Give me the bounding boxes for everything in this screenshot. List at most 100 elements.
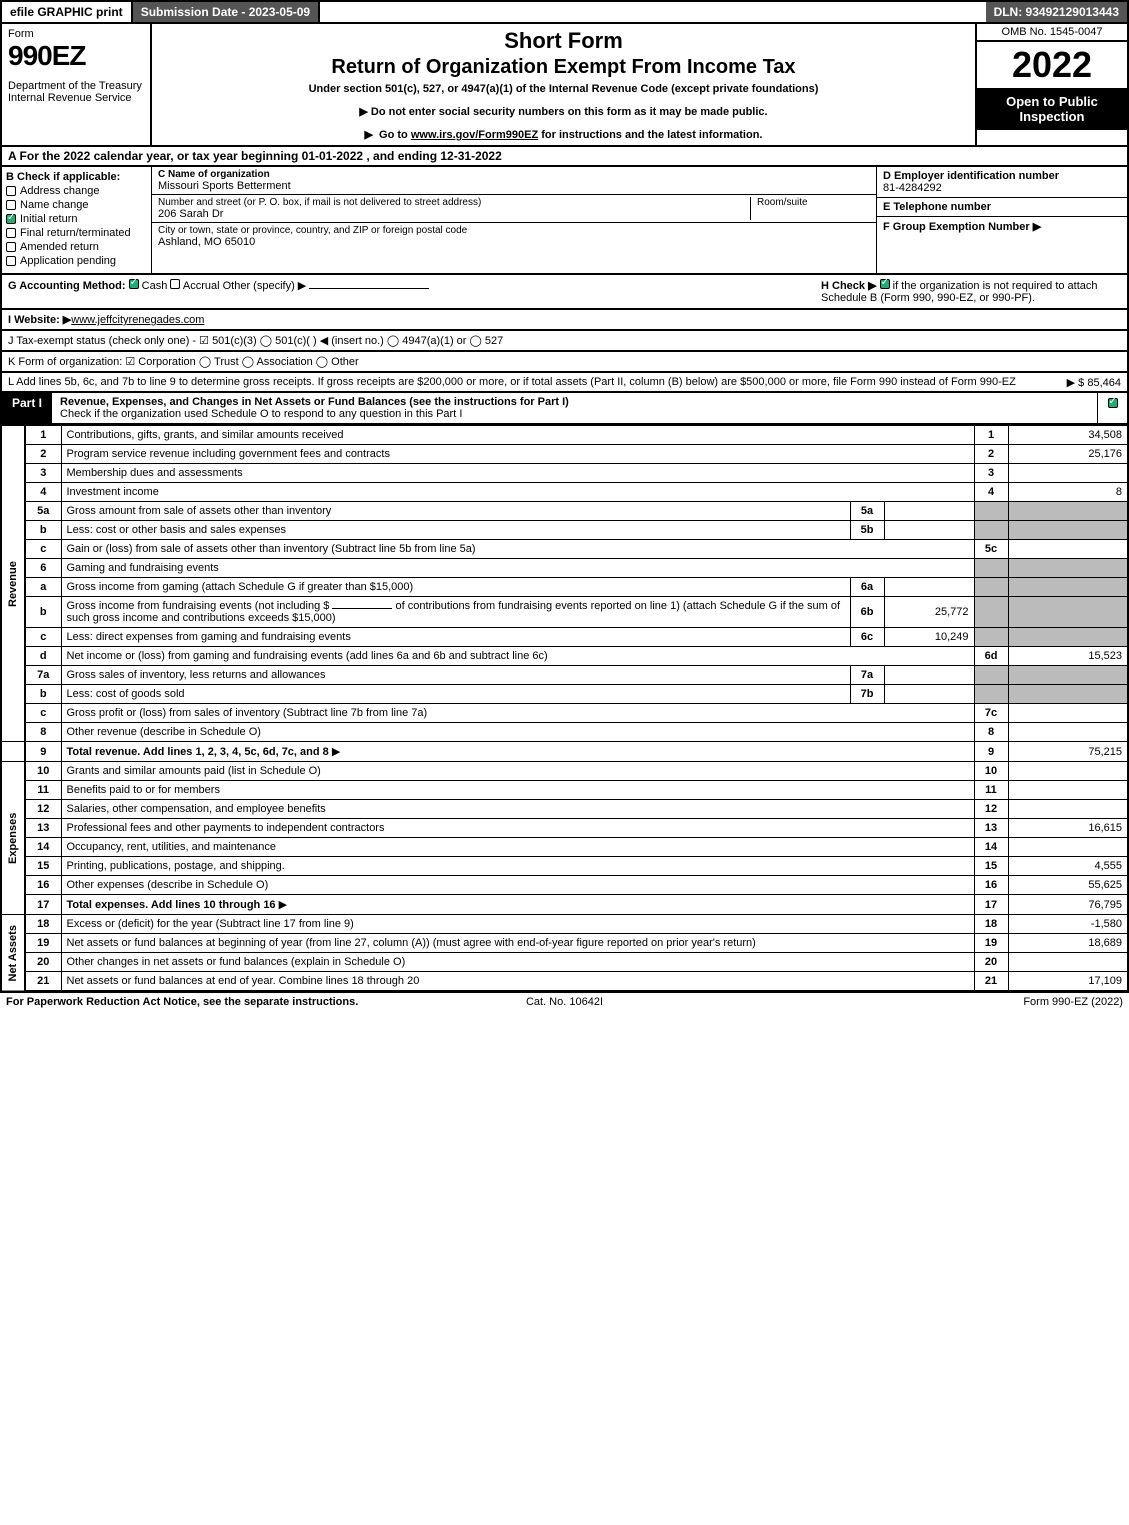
col-b-checkboxes: B Check if applicable: Address change Na… [2,167,152,273]
l-text: L Add lines 5b, 6c, and 7b to line 9 to … [8,376,1016,388]
ein-value: 81-4284292 [883,182,1121,194]
chk-accrual[interactable] [170,279,180,289]
ln-13-desc: Professional fees and other payments to … [61,819,974,838]
ln-7a-num: 7a [25,666,61,685]
ln-5a-desc: Gross amount from sale of assets other t… [61,502,850,521]
chk-cash[interactable] [129,279,139,289]
chk-address-change[interactable]: Address change [6,185,147,197]
ln-15-num: 15 [25,857,61,876]
other-label: Other (specify) ▶ [223,280,307,292]
ln-9-val: 75,215 [1008,742,1128,762]
chk-name-change[interactable]: Name change [6,199,147,211]
ln-6-num: 6 [25,559,61,578]
ln-7a-minival [884,666,974,685]
org-address: 206 Sarah Dr [158,208,750,220]
6b-blank[interactable] [332,608,392,609]
h-label: H Check ▶ [821,280,877,292]
website-link[interactable]: www.jeffcityrenegades.com [71,314,204,326]
chk-amended-return[interactable]: Amended return [6,241,147,253]
side-blank [1,742,25,762]
ln-16-num: 16 [25,876,61,895]
row-k-org-form: K Form of organization: ☑ Corporation ◯ … [0,352,1129,373]
chk-initial-return[interactable]: Initial return [6,213,147,225]
grey-cell [974,666,1008,685]
col-def: D Employer identification number 81-4284… [877,167,1127,273]
row-i-website: I Website: ▶www.jeffcityrenegades.com [0,310,1129,331]
ln-1-val: 34,508 [1008,426,1128,445]
ln-6a-mini: 6a [850,578,884,597]
ln-5b-minival [884,521,974,540]
chk-final-return[interactable]: Final return/terminated [6,227,147,239]
efile-label[interactable]: efile GRAPHIC print [2,2,133,22]
ln-7b-minival [884,685,974,704]
row-a-period: A For the 2022 calendar year, or tax yea… [0,147,1129,167]
footer: For Paperwork Reduction Act Notice, see … [0,992,1129,1011]
ln-9-text: Total revenue. Add lines 1, 2, 3, 4, 5c,… [67,746,329,758]
open-public: Open to Public Inspection [977,88,1127,130]
ln-21-num: 21 [25,972,61,992]
goto-post: for instructions and the latest informat… [538,129,762,141]
ln-18-col: 18 [974,915,1008,934]
grey-cell [1008,628,1128,647]
ln-15-val: 4,555 [1008,857,1128,876]
footer-mid: Cat. No. 10642I [378,996,750,1008]
ln-6a-num: a [25,578,61,597]
chk-label: Amended return [20,241,99,253]
ln-6a-minival [884,578,974,597]
ln-8-val [1008,723,1128,742]
org-city: Ashland, MO 65010 [158,236,870,248]
room-suite: Room/suite [750,197,870,220]
ln-4-col: 4 [974,483,1008,502]
ln-2-val: 25,176 [1008,445,1128,464]
ln-1-desc: Contributions, gifts, grants, and simila… [61,426,974,445]
ln-5a-minival [884,502,974,521]
ln-7c-desc: Gross profit or (loss) from sales of inv… [61,704,974,723]
l-amount: ▶ $ 85,464 [1067,376,1121,389]
ln-6b-mini: 6b [850,597,884,628]
irs-link[interactable]: www.irs.gov/Form990EZ [411,129,538,141]
e-phone-box: E Telephone number [877,198,1127,217]
grey-cell [1008,685,1128,704]
ln-5b-num: b [25,521,61,540]
other-input[interactable] [309,288,429,289]
chk-label: Application pending [20,255,116,267]
ln-19-num: 19 [25,934,61,953]
return-title: Return of Organization Exempt From Incom… [162,56,965,79]
ln-4-val: 8 [1008,483,1128,502]
top-spacer [320,2,985,22]
goto-note: Go to www.irs.gov/Form990EZ for instruct… [162,128,965,141]
section-b-to-f: B Check if applicable: Address change Na… [0,167,1129,275]
submission-date: Submission Date - 2023-05-09 [133,2,320,22]
header-right: OMB No. 1545-0047 2022 Open to Public In… [977,24,1127,145]
ln-15-col: 15 [974,857,1008,876]
top-bar: efile GRAPHIC print Submission Date - 20… [0,0,1129,24]
ln-7c-num: c [25,704,61,723]
chk-label: Initial return [20,213,77,225]
ln-17-desc: Total expenses. Add lines 10 through 16 … [61,895,974,915]
ln-20-num: 20 [25,953,61,972]
ln-15-desc: Printing, publications, postage, and shi… [61,857,974,876]
ln-8-col: 8 [974,723,1008,742]
ln-19-col: 19 [974,934,1008,953]
ln-18-num: 18 [25,915,61,934]
ln-6-desc: Gaming and fundraising events [61,559,974,578]
ln-19-val: 18,689 [1008,934,1128,953]
ln-7b-num: b [25,685,61,704]
grey-cell [974,685,1008,704]
part1-checkbox[interactable] [1097,393,1127,423]
ln-16-col: 16 [974,876,1008,895]
grey-cell [1008,502,1128,521]
col-c-org-info: C Name of organization Missouri Sports B… [152,167,877,273]
ln-5c-desc: Gain or (loss) from sale of assets other… [61,540,974,559]
grey-cell [974,578,1008,597]
ln-6a-desc: Gross income from gaming (attach Schedul… [61,578,850,597]
footer-left-text: For Paperwork Reduction Act Notice, see … [6,996,358,1008]
ln-5c-num: c [25,540,61,559]
f-group-box: F Group Exemption Number ▶ [877,217,1127,236]
header-left: Form 990EZ Department of the Treasury In… [2,24,152,145]
chk-sched-b[interactable] [880,279,890,289]
ln-8-desc: Other revenue (describe in Schedule O) [61,723,974,742]
ln-20-col: 20 [974,953,1008,972]
part1-check-note: Check if the organization used Schedule … [60,408,462,420]
chk-application-pending[interactable]: Application pending [6,255,147,267]
